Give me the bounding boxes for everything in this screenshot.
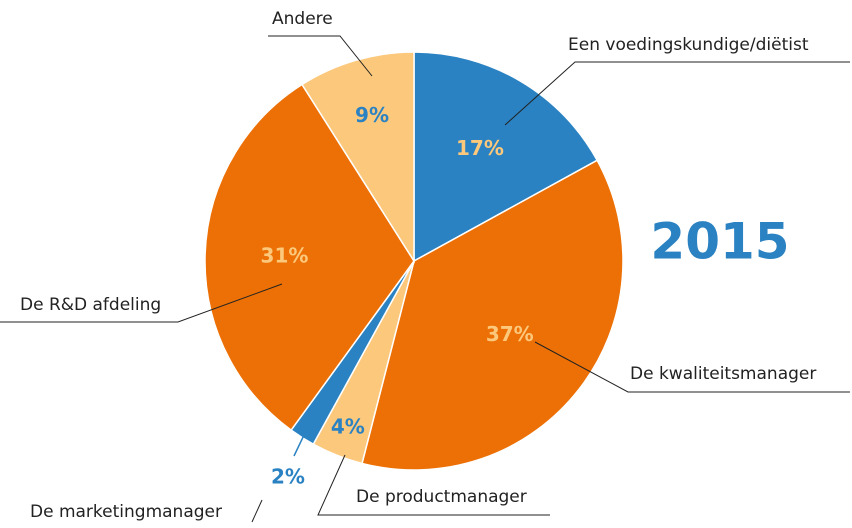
category-label: De productmanager — [356, 487, 527, 507]
leader-line — [293, 431, 307, 457]
category-label: Een voedingskundige/diëtist — [568, 35, 809, 55]
category-label: De marketingmanager — [30, 502, 222, 522]
pie-slice — [204, 83, 415, 432]
value-label: 37% — [486, 322, 534, 346]
pie-slice — [300, 51, 415, 264]
leader-line — [504, 61, 850, 126]
pie-slice — [413, 51, 599, 263]
pie-slice — [361, 159, 624, 471]
category-label: De R&D afdeling — [20, 295, 161, 315]
value-label: 17% — [456, 136, 504, 160]
category-label: De kwaliteitsmanager — [630, 364, 816, 384]
value-label: 9% — [355, 103, 389, 127]
value-label: 4% — [331, 415, 365, 439]
value-label: 2% — [271, 465, 305, 489]
leader-line — [268, 35, 373, 77]
leader-line — [317, 454, 550, 516]
leader-line — [0, 283, 283, 323]
leader-line — [251, 499, 263, 523]
leader-line — [534, 341, 850, 393]
value-label: 31% — [261, 243, 309, 267]
chart-title: 2015 — [650, 213, 789, 271]
category-label: Andere — [272, 9, 333, 29]
